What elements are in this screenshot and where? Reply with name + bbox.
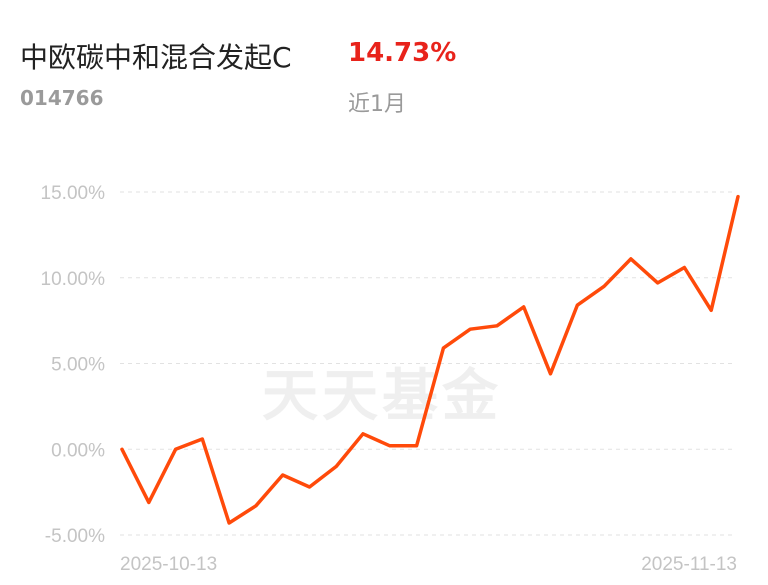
- series-line: [120, 194, 740, 525]
- y-tick-label: 0.00%: [51, 440, 105, 461]
- grid-lines: [120, 191, 735, 536]
- x-axis-ticks: 2025-10-13 2025-11-13: [120, 554, 737, 575]
- y-axis-ticks: 15.00% 10.00% 5.00% 0.00% -5.00%: [41, 183, 106, 547]
- fund-code: 014766: [20, 86, 104, 110]
- fund-return-value: 14.73%: [348, 38, 457, 68]
- y-tick-label: -5.00%: [45, 526, 105, 547]
- watermark-text: 天天基金: [262, 363, 502, 429]
- series-layer: [120, 194, 740, 525]
- period-label: 近1月: [348, 92, 406, 117]
- y-tick-label: 10.00%: [41, 269, 106, 290]
- y-tick-label: 15.00%: [41, 183, 106, 204]
- x-tick-label: 2025-10-13: [120, 554, 217, 575]
- x-tick-label: 2025-11-13: [641, 554, 737, 575]
- fund-name: 中欧碳中和混合发起C: [20, 41, 292, 74]
- y-tick-label: 5.00%: [51, 355, 105, 376]
